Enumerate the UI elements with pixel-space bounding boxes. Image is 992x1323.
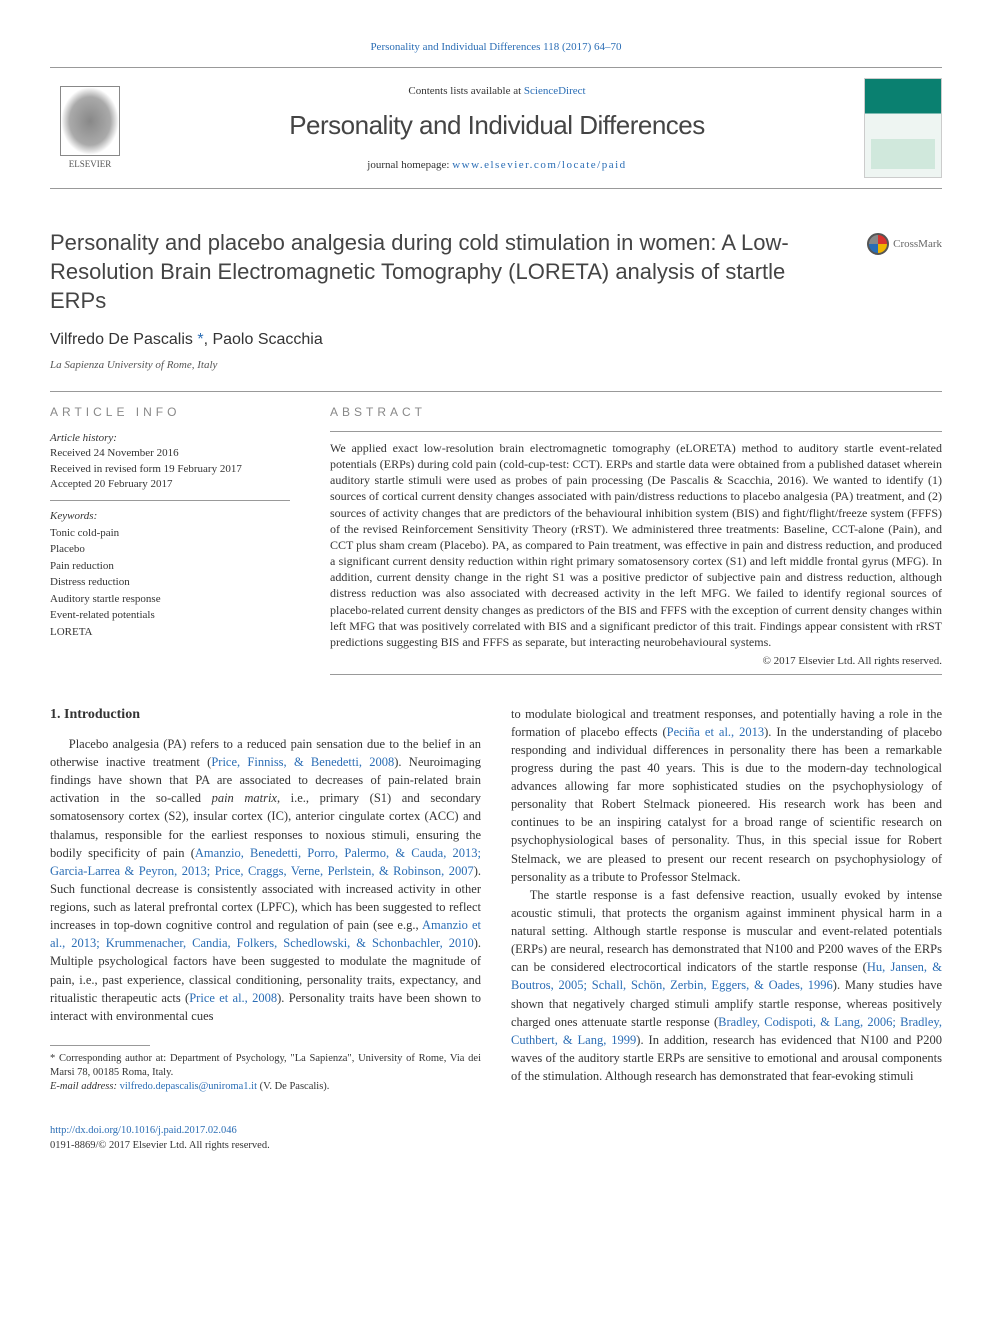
keyword: Auditory startle response <box>50 591 290 608</box>
contents-prefix: Contents lists available at <box>408 85 523 97</box>
journal-title: Personality and Individual Differences <box>146 107 848 143</box>
accepted-date: Accepted 20 February 2017 <box>50 477 290 492</box>
citation-link[interactable]: Personality and Individual Differences 1… <box>370 41 621 53</box>
keyword: Distress reduction <box>50 574 290 591</box>
email-label: E-mail address: <box>50 1081 120 1092</box>
article-history: Article history: Received 24 November 20… <box>50 431 290 502</box>
keywords-list: Tonic cold-pain Placebo Pain reduction D… <box>50 525 290 641</box>
divider <box>330 431 942 432</box>
article-info-label: ARTICLE INFO <box>50 404 290 421</box>
copyright: © 2017 Elsevier Ltd. All rights reserved… <box>330 654 942 669</box>
author-name: Vilfredo De Pascalis <box>50 331 193 348</box>
author-name: , Paolo Scacchia <box>204 331 323 348</box>
received-date: Received 24 November 2016 <box>50 446 290 461</box>
body-italic: pain matrix <box>212 791 277 805</box>
email-link[interactable]: vilfredo.depascalis@uniroma1.it <box>120 1081 257 1092</box>
crossmark-icon <box>867 233 889 255</box>
homepage-line: journal homepage: www.elsevier.com/locat… <box>146 158 848 173</box>
citation-link[interactable]: Peciña et al., 2013 <box>667 725 764 739</box>
citation-link[interactable]: Price et al., 2008 <box>189 991 277 1005</box>
keyword: LORETA <box>50 624 290 641</box>
citation-header: Personality and Individual Differences 1… <box>50 40 942 55</box>
email-attribution: (V. De Pascalis). <box>257 1081 329 1092</box>
footnote-text: * Corresponding author at: Department of… <box>50 1052 481 1080</box>
corresponding-footnote: * Corresponding author at: Department of… <box>50 1052 481 1095</box>
publisher-name: ELSEVIER <box>69 158 112 171</box>
crossmark-label: CrossMark <box>893 237 942 252</box>
journal-header: ELSEVIER Contents lists available at Sci… <box>50 67 942 189</box>
journal-cover-thumbnail <box>864 78 942 178</box>
publisher-logo: ELSEVIER <box>50 83 130 173</box>
page-footer: http://dx.doi.org/10.1016/j.paid.2017.02… <box>50 1124 942 1153</box>
paper-title: Personality and placebo analgesia during… <box>50 229 942 315</box>
keyword: Placebo <box>50 541 290 558</box>
issn-copyright: 0191-8869/© 2017 Elsevier Ltd. All right… <box>50 1139 942 1154</box>
revised-date: Received in revised form 19 February 201… <box>50 462 290 477</box>
body-column-left: 1. Introduction Placebo analgesia (PA) r… <box>50 705 481 1095</box>
body-text: ). In the understanding of placebo respo… <box>511 725 942 884</box>
homepage-prefix: journal homepage: <box>367 159 452 171</box>
divider <box>330 674 942 675</box>
crossmark-badge[interactable]: CrossMark <box>867 233 942 255</box>
body-paragraph: to modulate biological and treatment res… <box>511 705 942 886</box>
authors: Vilfredo De Pascalis *, Paolo Scacchia <box>50 329 942 351</box>
divider <box>50 391 942 392</box>
doi-link[interactable]: http://dx.doi.org/10.1016/j.paid.2017.02… <box>50 1125 237 1136</box>
citation-link[interactable]: Price, Finniss, & Benedetti, 2008 <box>211 755 394 769</box>
keyword: Tonic cold-pain <box>50 525 290 542</box>
body-paragraph: The startle response is a fast defensive… <box>511 886 942 1085</box>
corresponding-marker-link[interactable]: * <box>193 331 204 348</box>
contents-line: Contents lists available at ScienceDirec… <box>146 84 848 99</box>
abstract-text: We applied exact low-resolution brain el… <box>330 440 942 650</box>
sciencedirect-link[interactable]: ScienceDirect <box>524 85 586 97</box>
keyword: Event-related potentials <box>50 607 290 624</box>
keyword: Pain reduction <box>50 558 290 575</box>
body-paragraph: Placebo analgesia (PA) refers to a reduc… <box>50 735 481 1025</box>
homepage-link[interactable]: www.elsevier.com/locate/paid <box>452 159 626 171</box>
abstract-label: ABSTRACT <box>330 404 942 421</box>
affiliation: La Sapienza University of Rome, Italy <box>50 358 942 373</box>
keywords-label: Keywords: <box>50 509 290 524</box>
history-label: Article history: <box>50 431 290 446</box>
elsevier-tree-icon <box>60 86 120 156</box>
footnote-separator <box>50 1045 150 1046</box>
body-column-right: to modulate biological and treatment res… <box>511 705 942 1095</box>
section-heading: 1. Introduction <box>50 705 481 725</box>
